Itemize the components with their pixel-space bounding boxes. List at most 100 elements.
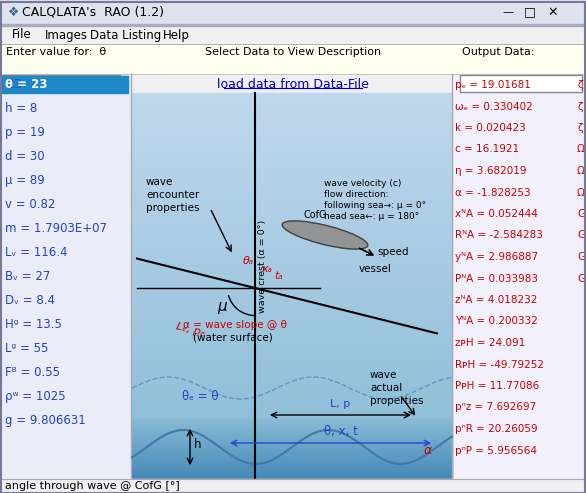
Bar bbox=[132, 247, 452, 252]
Bar bbox=[132, 436, 452, 439]
Bar bbox=[132, 382, 452, 387]
Text: pₑ = 19.01681: pₑ = 19.01681 bbox=[455, 80, 531, 90]
Text: d = 30: d = 30 bbox=[5, 150, 45, 163]
Bar bbox=[132, 387, 452, 392]
Bar bbox=[132, 425, 452, 431]
Bar bbox=[132, 472, 452, 475]
Bar bbox=[132, 430, 452, 433]
Bar bbox=[0, 44, 586, 74]
Bar bbox=[132, 440, 452, 445]
Bar bbox=[132, 396, 452, 402]
Text: ρʷ = 1025: ρʷ = 1025 bbox=[5, 390, 66, 403]
Bar bbox=[132, 112, 452, 117]
Text: ❖: ❖ bbox=[8, 5, 19, 19]
Bar bbox=[132, 218, 452, 223]
Bar bbox=[132, 204, 452, 209]
Text: xᴺA = 0.052444: xᴺA = 0.052444 bbox=[455, 209, 538, 219]
Bar bbox=[132, 232, 452, 238]
Text: RᴺA = -2.584283: RᴺA = -2.584283 bbox=[455, 231, 543, 241]
Bar bbox=[132, 160, 452, 165]
Text: μ: μ bbox=[217, 298, 227, 314]
Text: Ω: Ω bbox=[577, 166, 585, 176]
Text: Bᵥ = 27: Bᵥ = 27 bbox=[5, 270, 50, 283]
Text: 23: 23 bbox=[6, 77, 22, 91]
Bar bbox=[0, 26, 586, 44]
Bar bbox=[132, 353, 452, 358]
Text: c = 16.1921: c = 16.1921 bbox=[455, 144, 519, 154]
Text: Dᵥ = 8.4: Dᵥ = 8.4 bbox=[5, 294, 55, 307]
Bar bbox=[132, 252, 452, 257]
Text: pⁿR = 20.26059: pⁿR = 20.26059 bbox=[455, 424, 537, 434]
Text: Lₑ, pₑ: Lₑ, pₑ bbox=[175, 321, 206, 338]
Bar bbox=[132, 141, 452, 146]
Text: tₐ: tₐ bbox=[274, 271, 283, 281]
Bar bbox=[460, 75, 582, 92]
Text: wave crest (α = 0°): wave crest (α = 0°) bbox=[258, 219, 267, 313]
Bar bbox=[132, 468, 452, 471]
Bar bbox=[132, 175, 452, 180]
Bar bbox=[132, 261, 452, 267]
Bar bbox=[132, 441, 452, 443]
Text: Lᵥ = 116.4: Lᵥ = 116.4 bbox=[5, 246, 67, 259]
Text: ✕: ✕ bbox=[548, 5, 558, 19]
Bar bbox=[132, 391, 452, 397]
Text: α = wave slope @ θ: α = wave slope @ θ bbox=[183, 320, 287, 330]
Bar bbox=[132, 459, 452, 464]
Bar bbox=[132, 223, 452, 228]
Bar bbox=[132, 136, 452, 141]
Text: Data Listing: Data Listing bbox=[90, 29, 161, 41]
Bar bbox=[132, 367, 452, 373]
Bar bbox=[132, 300, 452, 305]
Bar bbox=[132, 469, 452, 474]
Bar bbox=[132, 464, 452, 467]
Bar bbox=[132, 194, 452, 199]
Bar bbox=[2, 75, 120, 92]
Text: —: — bbox=[502, 7, 513, 17]
Bar bbox=[132, 474, 452, 477]
Bar bbox=[132, 462, 452, 465]
Bar bbox=[132, 155, 452, 161]
Text: p = 19: p = 19 bbox=[5, 126, 45, 139]
Text: μ = 89: μ = 89 bbox=[5, 174, 45, 187]
Bar bbox=[132, 377, 452, 383]
Text: ζ: ζ bbox=[577, 80, 582, 90]
Bar bbox=[0, 479, 586, 493]
Text: v = 0.82: v = 0.82 bbox=[5, 198, 55, 211]
Bar bbox=[132, 450, 452, 455]
Bar bbox=[132, 447, 452, 449]
Bar bbox=[132, 348, 452, 353]
Bar bbox=[132, 170, 452, 175]
Bar bbox=[132, 432, 452, 435]
Bar bbox=[132, 199, 452, 204]
Bar bbox=[132, 329, 452, 334]
Bar bbox=[132, 416, 452, 421]
Bar bbox=[132, 453, 452, 455]
Bar bbox=[132, 421, 452, 423]
Bar bbox=[132, 423, 452, 425]
Text: θ, x, t: θ, x, t bbox=[323, 425, 357, 438]
Text: Ω: Ω bbox=[577, 144, 585, 154]
Bar bbox=[132, 256, 452, 262]
Bar bbox=[132, 344, 452, 349]
Bar bbox=[132, 455, 452, 457]
Text: RᴘH = -49.79252: RᴘH = -49.79252 bbox=[455, 359, 544, 369]
Bar bbox=[132, 372, 452, 378]
Bar bbox=[132, 266, 452, 272]
Bar bbox=[132, 458, 452, 461]
Bar bbox=[132, 457, 452, 459]
Text: pⁿz = 7.692697: pⁿz = 7.692697 bbox=[455, 402, 536, 413]
Text: Hᵍ = 13.5: Hᵍ = 13.5 bbox=[5, 318, 62, 331]
Bar bbox=[132, 445, 452, 450]
Text: Help: Help bbox=[163, 29, 190, 41]
Text: G: G bbox=[577, 231, 585, 241]
Text: α: α bbox=[424, 445, 432, 458]
Bar bbox=[468, 482, 533, 491]
Bar bbox=[132, 438, 452, 441]
Text: θ = 23: θ = 23 bbox=[5, 78, 47, 91]
Text: CALQLATA's  RAO (1.2): CALQLATA's RAO (1.2) bbox=[22, 5, 164, 19]
Text: >: > bbox=[580, 482, 586, 492]
Bar bbox=[132, 443, 452, 445]
Bar bbox=[132, 363, 452, 368]
Bar bbox=[132, 426, 452, 429]
Text: m = 1.7903E+07: m = 1.7903E+07 bbox=[5, 222, 107, 235]
